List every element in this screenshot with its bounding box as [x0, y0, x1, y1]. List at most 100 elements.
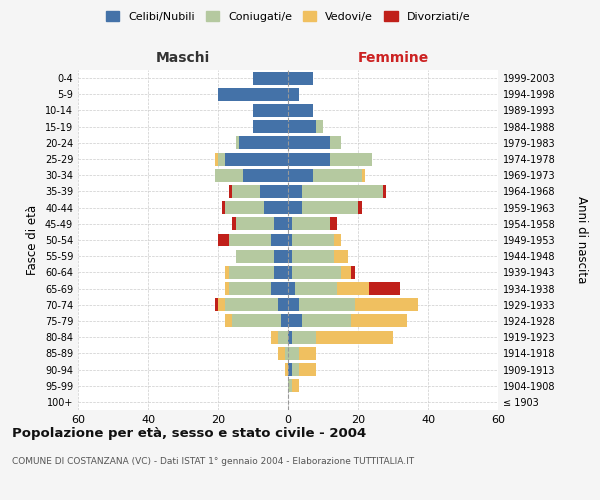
- Bar: [292, 218, 330, 230]
- Bar: [253, 104, 288, 117]
- Bar: [299, 347, 316, 360]
- Bar: [288, 120, 316, 133]
- Bar: [288, 88, 299, 101]
- Bar: [288, 201, 302, 214]
- Bar: [215, 152, 218, 166]
- Bar: [218, 88, 288, 101]
- Bar: [351, 266, 355, 279]
- Bar: [288, 234, 292, 246]
- Bar: [288, 314, 302, 328]
- Bar: [313, 169, 361, 181]
- Bar: [288, 185, 302, 198]
- Bar: [288, 330, 292, 344]
- Bar: [218, 234, 229, 246]
- Y-axis label: Anni di nascita: Anni di nascita: [575, 196, 588, 284]
- Bar: [351, 314, 407, 328]
- Text: COMUNE DI COSTANZANA (VC) - Dati ISTAT 1° gennaio 2004 - Elaborazione TUTTITALIA: COMUNE DI COSTANZANA (VC) - Dati ISTAT 1…: [12, 458, 414, 466]
- Bar: [292, 330, 316, 344]
- Bar: [235, 218, 274, 230]
- Bar: [292, 266, 341, 279]
- Bar: [330, 218, 337, 230]
- Bar: [225, 314, 232, 328]
- Text: Maschi: Maschi: [156, 51, 210, 65]
- Bar: [299, 363, 316, 376]
- Bar: [288, 250, 292, 262]
- Bar: [229, 266, 274, 279]
- Bar: [253, 72, 288, 85]
- Bar: [232, 218, 235, 230]
- Bar: [271, 282, 288, 295]
- Bar: [361, 169, 365, 181]
- Bar: [218, 152, 225, 166]
- Bar: [295, 282, 337, 295]
- Bar: [239, 136, 288, 149]
- Bar: [215, 169, 242, 181]
- Bar: [288, 379, 292, 392]
- Text: Femmine: Femmine: [358, 51, 428, 65]
- Bar: [277, 347, 284, 360]
- Bar: [288, 282, 295, 295]
- Bar: [316, 120, 323, 133]
- Bar: [281, 314, 288, 328]
- Bar: [221, 201, 225, 214]
- Bar: [235, 136, 239, 149]
- Bar: [288, 298, 299, 311]
- Bar: [302, 185, 383, 198]
- Bar: [288, 152, 330, 166]
- Bar: [288, 104, 313, 117]
- Bar: [355, 298, 418, 311]
- Bar: [284, 347, 288, 360]
- Bar: [225, 152, 288, 166]
- Bar: [337, 282, 368, 295]
- Bar: [215, 298, 218, 311]
- Bar: [302, 201, 358, 214]
- Bar: [341, 266, 351, 279]
- Bar: [383, 185, 386, 198]
- Bar: [334, 250, 347, 262]
- Bar: [292, 363, 299, 376]
- Bar: [263, 201, 288, 214]
- Bar: [225, 266, 229, 279]
- Text: Popolazione per età, sesso e stato civile - 2004: Popolazione per età, sesso e stato civil…: [12, 428, 366, 440]
- Bar: [225, 282, 229, 295]
- Bar: [302, 314, 351, 328]
- Bar: [358, 201, 361, 214]
- Bar: [316, 330, 393, 344]
- Bar: [292, 250, 334, 262]
- Bar: [225, 298, 277, 311]
- Bar: [299, 298, 355, 311]
- Bar: [292, 234, 334, 246]
- Bar: [288, 218, 292, 230]
- Bar: [242, 169, 288, 181]
- Bar: [330, 152, 372, 166]
- Bar: [235, 250, 274, 262]
- Bar: [271, 330, 277, 344]
- Bar: [232, 185, 260, 198]
- Y-axis label: Fasce di età: Fasce di età: [26, 205, 39, 275]
- Bar: [284, 363, 288, 376]
- Bar: [292, 379, 299, 392]
- Bar: [274, 250, 288, 262]
- Bar: [334, 234, 341, 246]
- Bar: [288, 169, 313, 181]
- Bar: [274, 218, 288, 230]
- Bar: [368, 282, 400, 295]
- Bar: [229, 234, 271, 246]
- Bar: [288, 266, 292, 279]
- Legend: Celibi/Nubili, Coniugati/e, Vedovi/e, Divorziati/e: Celibi/Nubili, Coniugati/e, Vedovi/e, Di…: [103, 8, 473, 25]
- Bar: [277, 330, 288, 344]
- Bar: [218, 298, 225, 311]
- Bar: [288, 136, 330, 149]
- Bar: [232, 314, 281, 328]
- Bar: [229, 282, 271, 295]
- Bar: [277, 298, 288, 311]
- Bar: [274, 266, 288, 279]
- Bar: [229, 185, 232, 198]
- Bar: [288, 363, 292, 376]
- Bar: [253, 120, 288, 133]
- Bar: [271, 234, 288, 246]
- Bar: [288, 347, 299, 360]
- Bar: [260, 185, 288, 198]
- Bar: [330, 136, 341, 149]
- Bar: [225, 201, 263, 214]
